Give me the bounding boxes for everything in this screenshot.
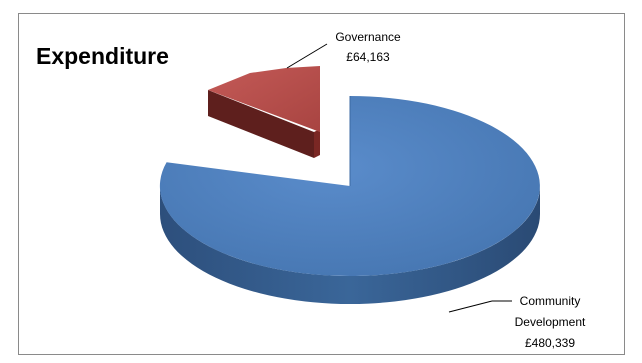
slice-governance[interactable] <box>208 66 320 158</box>
slice-governance-side <box>208 90 314 158</box>
slice-community-development[interactable] <box>159 96 540 304</box>
label-community-line1: Community <box>520 294 581 308</box>
chart-title: Expenditure <box>36 43 169 69</box>
slice-community-development-side <box>160 186 540 304</box>
label-governance-name: Governance <box>335 30 401 44</box>
label-community-line2: Development <box>515 315 586 329</box>
leader-lines <box>286 43 512 313</box>
slice-governance-top <box>208 66 320 132</box>
label-community-value: £480,339 <box>525 336 575 350</box>
label-governance-value: £64,163 <box>346 50 390 64</box>
slice-governance-front <box>314 129 320 158</box>
